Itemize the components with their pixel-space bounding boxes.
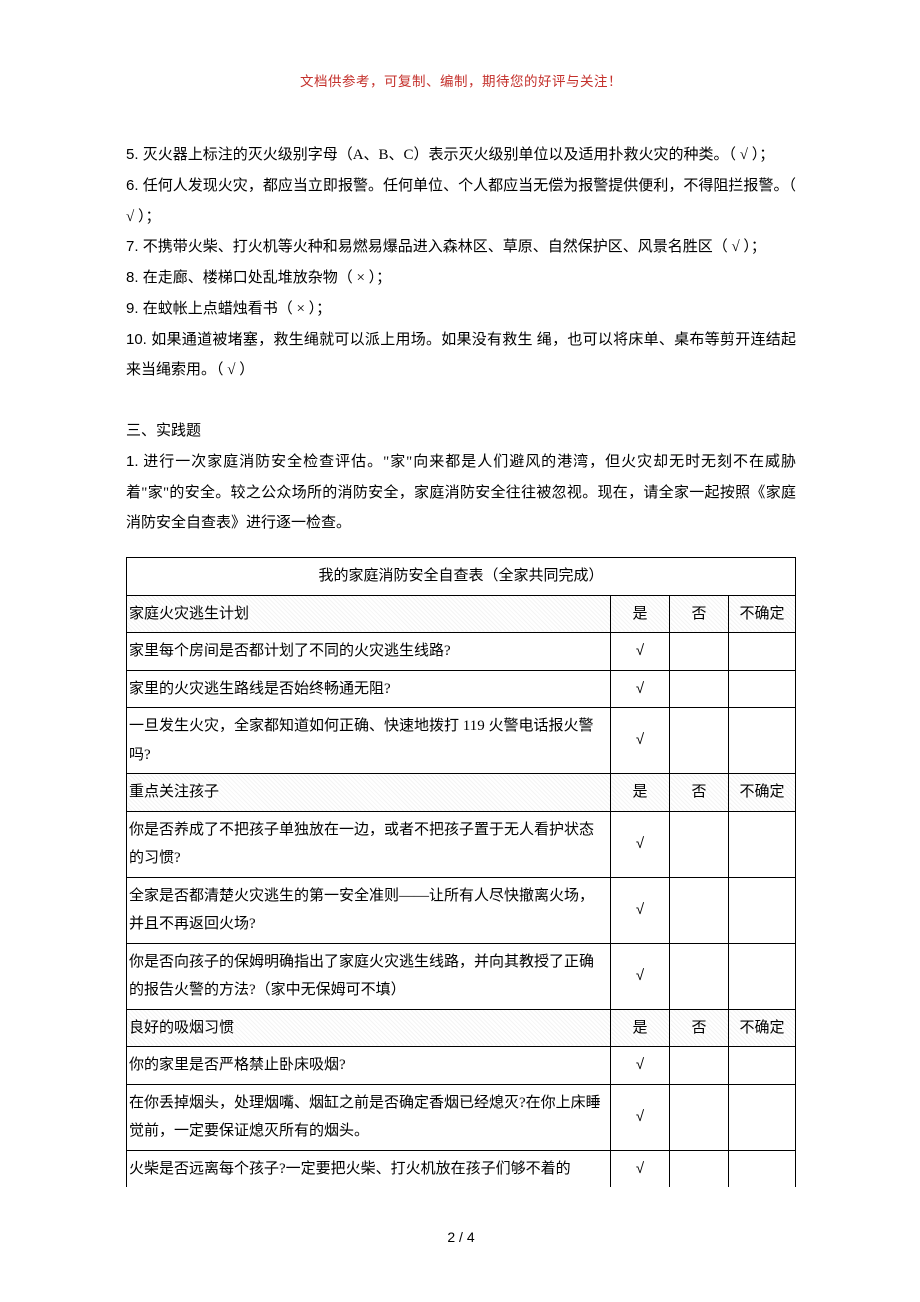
section-3-title: 三、实践题 — [126, 416, 796, 447]
checklist-question: 一旦发生火灾，全家都知道如何正确、快速地拨打 119 火警电话报火警吗? — [127, 708, 611, 774]
no-cell — [670, 1047, 729, 1085]
unsure-cell — [729, 877, 796, 943]
no-cell — [670, 811, 729, 877]
question-text: 灭火器上标注的灭火级别字母（A、B、C）表示灭火级别单位以及适用扑救火灾的种类。… — [143, 147, 775, 163]
no-cell — [670, 633, 729, 671]
col-unsure: 不确定 — [729, 774, 796, 812]
table-row: 在你丢掉烟头，处理烟嘴、烟缸之前是否确定香烟已经熄灭?在你上床睡觉前，一定要保证… — [127, 1084, 796, 1150]
checklist-question: 火柴是否远离每个孩子?一定要把火柴、打火机放在孩子们够不着的 — [127, 1150, 611, 1187]
yes-cell: √ — [611, 670, 670, 708]
section-name: 良好的吸烟习惯 — [127, 1009, 611, 1047]
table-row: 你是否养成了不把孩子单独放在一边，或者不把孩子置于无人看护状态的习惯?√ — [127, 811, 796, 877]
table-row: 一旦发生火灾，全家都知道如何正确、快速地拨打 119 火警电话报火警吗?√ — [127, 708, 796, 774]
question-text: 任何人发现火灾，都应当立即报警。任何单位、个人都应当无偿为报警提供便利，不得阻拦… — [126, 178, 796, 225]
col-unsure: 不确定 — [729, 1009, 796, 1047]
header-note: 文档供参考，可复制、编制，期待您的好评与关注！ — [126, 70, 796, 90]
no-cell — [670, 943, 729, 1009]
unsure-cell — [729, 943, 796, 1009]
yes-cell: √ — [611, 1084, 670, 1150]
table-row: 全家是否都清楚火灾逃生的第一安全准则——让所有人尽快撤离火场，并且不再返回火场?… — [127, 877, 796, 943]
yes-cell: √ — [611, 877, 670, 943]
unsure-cell — [729, 1150, 796, 1187]
checklist-question: 家里的火灾逃生路线是否始终畅通无阻? — [127, 670, 611, 708]
checklist-question: 在你丢掉烟头，处理烟嘴、烟缸之前是否确定香烟已经熄灭?在你上床睡觉前，一定要保证… — [127, 1084, 611, 1150]
checklist-table: 我的家庭消防安全自查表（全家共同完成）家庭火灾逃生计划是否不确定家里每个房间是否… — [126, 557, 796, 1187]
question-text: 如果通道被堵塞，救生绳就可以派上用场。如果没有救生 绳，也可以将床单、桌布等剪开… — [126, 332, 796, 379]
question-item: 6. 任何人发现火灾，都应当立即报警。任何单位、个人都应当无偿为报警提供便利，不… — [126, 171, 796, 233]
col-yes: 是 — [611, 1009, 670, 1047]
question-text: 不携带火柴、打火机等火种和易燃易爆品进入森林区、草原、自然保护区、风景名胜区（ … — [143, 239, 766, 255]
col-no: 否 — [670, 774, 729, 812]
col-unsure: 不确定 — [729, 595, 796, 633]
page-footer: 2 / 4 — [126, 1229, 796, 1245]
question-number: 6. — [126, 177, 143, 194]
section-name: 重点关注孩子 — [127, 774, 611, 812]
unsure-cell — [729, 633, 796, 671]
unsure-cell — [729, 811, 796, 877]
questions-block: 5. 灭火器上标注的灭火级别字母（A、B、C）表示灭火级别单位以及适用扑救火灾的… — [126, 140, 796, 386]
question-number: 5. — [126, 146, 143, 163]
yes-cell: √ — [611, 1150, 670, 1187]
no-cell — [670, 670, 729, 708]
practice-q1-num: 1. — [126, 453, 139, 470]
no-cell — [670, 1084, 729, 1150]
checklist-question: 你是否养成了不把孩子单独放在一边，或者不把孩子置于无人看护状态的习惯? — [127, 811, 611, 877]
col-no: 否 — [670, 1009, 729, 1047]
col-yes: 是 — [611, 595, 670, 633]
checklist-question: 全家是否都清楚火灾逃生的第一安全准则——让所有人尽快撤离火场，并且不再返回火场? — [127, 877, 611, 943]
table-row: 火柴是否远离每个孩子?一定要把火柴、打火机放在孩子们够不着的√ — [127, 1150, 796, 1187]
question-text: 在蚊帐上点蜡烛看书（ × ）； — [143, 301, 331, 317]
unsure-cell — [729, 1084, 796, 1150]
question-number: 9. — [126, 300, 143, 317]
yes-cell: √ — [611, 633, 670, 671]
col-no: 否 — [670, 595, 729, 633]
no-cell — [670, 708, 729, 774]
no-cell — [670, 1150, 729, 1187]
question-item: 10. 如果通道被堵塞，救生绳就可以派上用场。如果没有救生 绳，也可以将床单、桌… — [126, 325, 796, 387]
question-item: 9. 在蚊帐上点蜡烛看书（ × ）； — [126, 294, 796, 325]
unsure-cell — [729, 1047, 796, 1085]
unsure-cell — [729, 708, 796, 774]
question-number: 10. — [126, 331, 151, 348]
table-row: 你的家里是否严格禁止卧床吸烟?√ — [127, 1047, 796, 1085]
yes-cell: √ — [611, 1047, 670, 1085]
checklist-question: 你的家里是否严格禁止卧床吸烟? — [127, 1047, 611, 1085]
question-item: 8. 在走廊、楼梯口处乱堆放杂物（ × ）； — [126, 263, 796, 294]
practice-q1-text: 进行一次家庭消防安全检查评估。"家"向来都是人们避风的港湾，但火灾却无时无刻不在… — [126, 454, 796, 532]
col-yes: 是 — [611, 774, 670, 812]
yes-cell: √ — [611, 811, 670, 877]
practice-question-1: 1. 进行一次家庭消防安全检查评估。"家"向来都是人们避风的港湾，但火灾却无时无… — [126, 447, 796, 539]
no-cell — [670, 877, 729, 943]
yes-cell: √ — [611, 943, 670, 1009]
checklist-question: 家里每个房间是否都计划了不同的火灾逃生线路? — [127, 633, 611, 671]
yes-cell: √ — [611, 708, 670, 774]
question-text: 在走廊、楼梯口处乱堆放杂物（ × ）； — [143, 270, 391, 286]
question-item: 5. 灭火器上标注的灭火级别字母（A、B、C）表示灭火级别单位以及适用扑救火灾的… — [126, 140, 796, 171]
table-row: 你是否向孩子的保姆明确指出了家庭火灾逃生线路，并向其教授了正确的报告火警的方法?… — [127, 943, 796, 1009]
question-number: 8. — [126, 269, 143, 286]
unsure-cell — [729, 670, 796, 708]
question-number: 7. — [126, 238, 143, 255]
question-item: 7. 不携带火柴、打火机等火种和易燃易爆品进入森林区、草原、自然保护区、风景名胜… — [126, 232, 796, 263]
section-name: 家庭火灾逃生计划 — [127, 595, 611, 633]
table-row: 家里的火灾逃生路线是否始终畅通无阻?√ — [127, 670, 796, 708]
table-title: 我的家庭消防安全自查表（全家共同完成） — [127, 558, 796, 596]
table-row: 家里每个房间是否都计划了不同的火灾逃生线路?√ — [127, 633, 796, 671]
checklist-question: 你是否向孩子的保姆明确指出了家庭火灾逃生线路，并向其教授了正确的报告火警的方法?… — [127, 943, 611, 1009]
